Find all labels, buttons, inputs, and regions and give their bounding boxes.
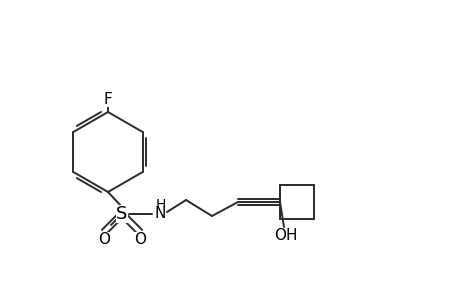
Text: H: H: [156, 198, 166, 212]
Text: O: O: [134, 232, 146, 247]
Text: N: N: [154, 206, 165, 221]
Text: F: F: [103, 92, 112, 106]
Text: S: S: [116, 205, 128, 223]
Text: O: O: [98, 232, 110, 247]
Text: OH: OH: [274, 227, 297, 242]
